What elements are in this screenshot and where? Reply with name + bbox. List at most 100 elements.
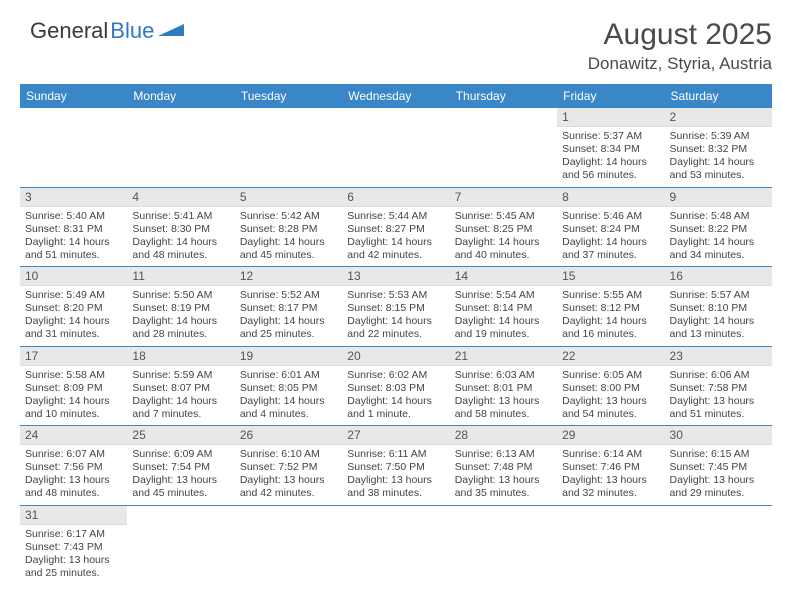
sunset-line: Sunset: 8:31 PM (25, 223, 122, 236)
daylight-line-1: Daylight: 13 hours (347, 474, 444, 487)
daylight-line-1: Daylight: 14 hours (670, 315, 767, 328)
calendar-empty-cell (342, 108, 449, 187)
day-number: 30 (665, 426, 772, 445)
daylight-line-2: and 29 minutes. (670, 487, 767, 500)
daylight-line-1: Daylight: 14 hours (132, 236, 229, 249)
daylight-line-1: Daylight: 13 hours (240, 474, 337, 487)
calendar-week-row: 10Sunrise: 5:49 AMSunset: 8:20 PMDayligh… (20, 267, 772, 347)
day-info: Sunrise: 6:11 AMSunset: 7:50 PMDaylight:… (342, 445, 449, 505)
day-number: 31 (20, 506, 127, 525)
sunrise-line: Sunrise: 5:49 AM (25, 289, 122, 302)
day-number: 25 (127, 426, 234, 445)
calendar-empty-cell (342, 505, 449, 584)
daylight-line-2: and 19 minutes. (455, 328, 552, 341)
day-number: 14 (450, 267, 557, 286)
sunset-line: Sunset: 8:28 PM (240, 223, 337, 236)
calendar-empty-cell (235, 108, 342, 187)
calendar-empty-cell (127, 505, 234, 584)
calendar-day-cell: 14Sunrise: 5:54 AMSunset: 8:14 PMDayligh… (450, 267, 557, 347)
daylight-line-1: Daylight: 14 hours (455, 315, 552, 328)
daylight-line-2: and 35 minutes. (455, 487, 552, 500)
sunrise-line: Sunrise: 6:01 AM (240, 369, 337, 382)
daylight-line-2: and 51 minutes. (670, 408, 767, 421)
day-number: 27 (342, 426, 449, 445)
daylight-line-2: and 40 minutes. (455, 249, 552, 262)
day-info: Sunrise: 6:15 AMSunset: 7:45 PMDaylight:… (665, 445, 772, 505)
day-number: 15 (557, 267, 664, 286)
calendar-day-cell: 10Sunrise: 5:49 AMSunset: 8:20 PMDayligh… (20, 267, 127, 347)
daylight-line-1: Daylight: 14 hours (455, 236, 552, 249)
sunset-line: Sunset: 7:43 PM (25, 541, 122, 554)
day-number: 16 (665, 267, 772, 286)
day-info: Sunrise: 5:39 AMSunset: 8:32 PMDaylight:… (665, 127, 772, 187)
day-info: Sunrise: 6:09 AMSunset: 7:54 PMDaylight:… (127, 445, 234, 505)
sunset-line: Sunset: 7:48 PM (455, 461, 552, 474)
daylight-line-2: and 1 minute. (347, 408, 444, 421)
daylight-line-1: Daylight: 13 hours (455, 395, 552, 408)
day-info: Sunrise: 5:42 AMSunset: 8:28 PMDaylight:… (235, 207, 342, 267)
sunrise-line: Sunrise: 6:11 AM (347, 448, 444, 461)
calendar-empty-cell (20, 108, 127, 187)
sunset-line: Sunset: 8:20 PM (25, 302, 122, 315)
calendar-week-row: 17Sunrise: 5:58 AMSunset: 8:09 PMDayligh… (20, 346, 772, 426)
daylight-line-1: Daylight: 13 hours (25, 474, 122, 487)
sunset-line: Sunset: 8:12 PM (562, 302, 659, 315)
day-number: 22 (557, 347, 664, 366)
daylight-line-2: and 51 minutes. (25, 249, 122, 262)
daylight-line-1: Daylight: 14 hours (132, 315, 229, 328)
daylight-line-2: and 10 minutes. (25, 408, 122, 421)
sunrise-line: Sunrise: 6:07 AM (25, 448, 122, 461)
day-number: 1 (557, 108, 664, 127)
calendar-day-cell: 25Sunrise: 6:09 AMSunset: 7:54 PMDayligh… (127, 426, 234, 506)
sunset-line: Sunset: 8:00 PM (562, 382, 659, 395)
weekday-header: Thursday (450, 84, 557, 108)
daylight-line-2: and 53 minutes. (670, 169, 767, 182)
day-info: Sunrise: 5:49 AMSunset: 8:20 PMDaylight:… (20, 286, 127, 346)
month-title: August 2025 (588, 18, 772, 52)
daylight-line-2: and 42 minutes. (347, 249, 444, 262)
logo-text-1: General (30, 18, 108, 44)
daylight-line-2: and 45 minutes. (132, 487, 229, 500)
day-info: Sunrise: 5:59 AMSunset: 8:07 PMDaylight:… (127, 366, 234, 426)
daylight-line-2: and 16 minutes. (562, 328, 659, 341)
calendar-day-cell: 28Sunrise: 6:13 AMSunset: 7:48 PMDayligh… (450, 426, 557, 506)
sunrise-line: Sunrise: 6:17 AM (25, 528, 122, 541)
sunrise-line: Sunrise: 6:03 AM (455, 369, 552, 382)
calendar-day-cell: 15Sunrise: 5:55 AMSunset: 8:12 PMDayligh… (557, 267, 664, 347)
day-number: 11 (127, 267, 234, 286)
day-info: Sunrise: 6:14 AMSunset: 7:46 PMDaylight:… (557, 445, 664, 505)
day-number: 24 (20, 426, 127, 445)
daylight-line-1: Daylight: 14 hours (25, 236, 122, 249)
sunrise-line: Sunrise: 5:57 AM (670, 289, 767, 302)
daylight-line-2: and 7 minutes. (132, 408, 229, 421)
sunrise-line: Sunrise: 5:41 AM (132, 210, 229, 223)
day-info: Sunrise: 5:44 AMSunset: 8:27 PMDaylight:… (342, 207, 449, 267)
day-info: Sunrise: 5:50 AMSunset: 8:19 PMDaylight:… (127, 286, 234, 346)
calendar-body: 1Sunrise: 5:37 AMSunset: 8:34 PMDaylight… (20, 108, 772, 584)
day-info: Sunrise: 6:10 AMSunset: 7:52 PMDaylight:… (235, 445, 342, 505)
sunset-line: Sunset: 7:56 PM (25, 461, 122, 474)
daylight-line-2: and 28 minutes. (132, 328, 229, 341)
calendar-day-cell: 21Sunrise: 6:03 AMSunset: 8:01 PMDayligh… (450, 346, 557, 426)
day-info: Sunrise: 6:13 AMSunset: 7:48 PMDaylight:… (450, 445, 557, 505)
calendar-day-cell: 16Sunrise: 5:57 AMSunset: 8:10 PMDayligh… (665, 267, 772, 347)
daylight-line-2: and 4 minutes. (240, 408, 337, 421)
sunset-line: Sunset: 7:50 PM (347, 461, 444, 474)
sunrise-line: Sunrise: 6:13 AM (455, 448, 552, 461)
calendar-day-cell: 7Sunrise: 5:45 AMSunset: 8:25 PMDaylight… (450, 187, 557, 267)
day-number: 26 (235, 426, 342, 445)
daylight-line-1: Daylight: 14 hours (25, 395, 122, 408)
calendar-day-cell: 6Sunrise: 5:44 AMSunset: 8:27 PMDaylight… (342, 187, 449, 267)
day-number: 12 (235, 267, 342, 286)
day-info: Sunrise: 6:06 AMSunset: 7:58 PMDaylight:… (665, 366, 772, 426)
sunrise-line: Sunrise: 5:48 AM (670, 210, 767, 223)
calendar-day-cell: 9Sunrise: 5:48 AMSunset: 8:22 PMDaylight… (665, 187, 772, 267)
sunset-line: Sunset: 8:27 PM (347, 223, 444, 236)
day-number: 28 (450, 426, 557, 445)
day-info: Sunrise: 6:07 AMSunset: 7:56 PMDaylight:… (20, 445, 127, 505)
daylight-line-1: Daylight: 14 hours (670, 156, 767, 169)
sunset-line: Sunset: 8:25 PM (455, 223, 552, 236)
weekday-header: Wednesday (342, 84, 449, 108)
calendar-empty-cell (450, 108, 557, 187)
calendar-day-cell: 12Sunrise: 5:52 AMSunset: 8:17 PMDayligh… (235, 267, 342, 347)
